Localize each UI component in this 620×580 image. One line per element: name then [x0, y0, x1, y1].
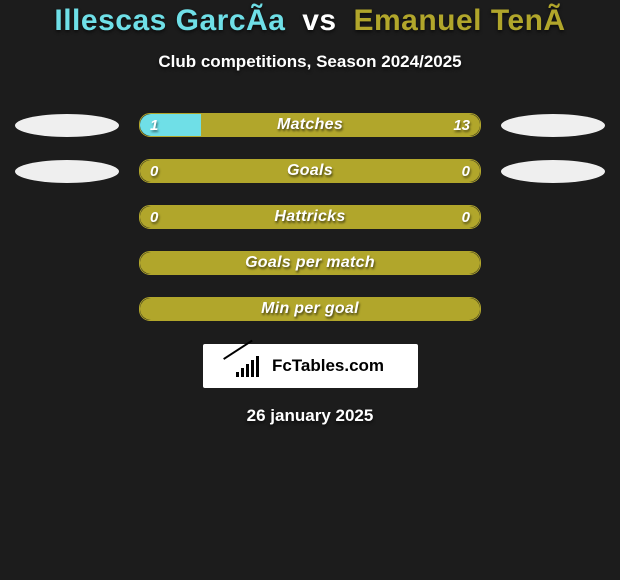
team-badge-left — [15, 160, 119, 183]
team-badge-right — [501, 114, 605, 137]
stat-bar: Matches1 13 — [139, 113, 481, 137]
player-right-name: Emanuel TenÃ — [353, 4, 565, 37]
stat-row: Matches1 13 — [0, 114, 620, 136]
stat-bar: Goals0 0 — [139, 159, 481, 183]
stat-label: Min per goal — [140, 298, 480, 320]
left-badge-slot — [15, 160, 119, 183]
snapshot-date: 26 january 2025 — [0, 406, 620, 426]
stat-value-right: 13 — [453, 114, 470, 136]
stat-value-right: 0 — [462, 206, 470, 228]
stat-label: Goals per match — [140, 252, 480, 274]
stat-label: Hattricks — [140, 206, 480, 228]
brand-logo-icon — [236, 355, 266, 377]
comparison-bars: Matches113Goals00Hattricks00Goals per ma… — [0, 114, 620, 320]
vs-separator: vs — [302, 4, 336, 37]
stat-bar: Min per goal — [139, 297, 481, 321]
stat-row: Min per goal — [0, 298, 620, 320]
stat-row: Goals per match — [0, 252, 620, 274]
stat-label: Matches — [140, 114, 480, 136]
player-left-name: Illescas GarcÃa — [54, 4, 285, 37]
subtitle-text: Club competitions, Season 2024/2025 — [158, 52, 461, 71]
subtitle: Club competitions, Season 2024/2025 — [0, 52, 620, 72]
stat-value-left: 0 — [150, 160, 158, 182]
stat-value-left: 1 — [150, 114, 158, 136]
stat-label: Goals — [140, 160, 480, 182]
stat-row: Goals0 0 — [0, 160, 620, 182]
right-badge-slot — [501, 160, 605, 183]
date-text: 26 january 2025 — [247, 406, 374, 425]
team-badge-right — [501, 160, 605, 183]
stat-bar: Goals per match — [139, 251, 481, 275]
stat-row: Hattricks0 0 — [0, 206, 620, 228]
brand-box: FcTables.com — [203, 344, 418, 388]
stat-bar: Hattricks0 0 — [139, 205, 481, 229]
right-badge-slot — [501, 114, 605, 137]
stat-value-left: 0 — [150, 206, 158, 228]
brand-text: FcTables.com — [272, 356, 384, 376]
team-badge-left — [15, 114, 119, 137]
left-badge-slot — [15, 114, 119, 137]
stat-value-right: 0 — [462, 160, 470, 182]
comparison-title: Illescas GarcÃa vs Emanuel TenÃ — [0, 0, 620, 38]
